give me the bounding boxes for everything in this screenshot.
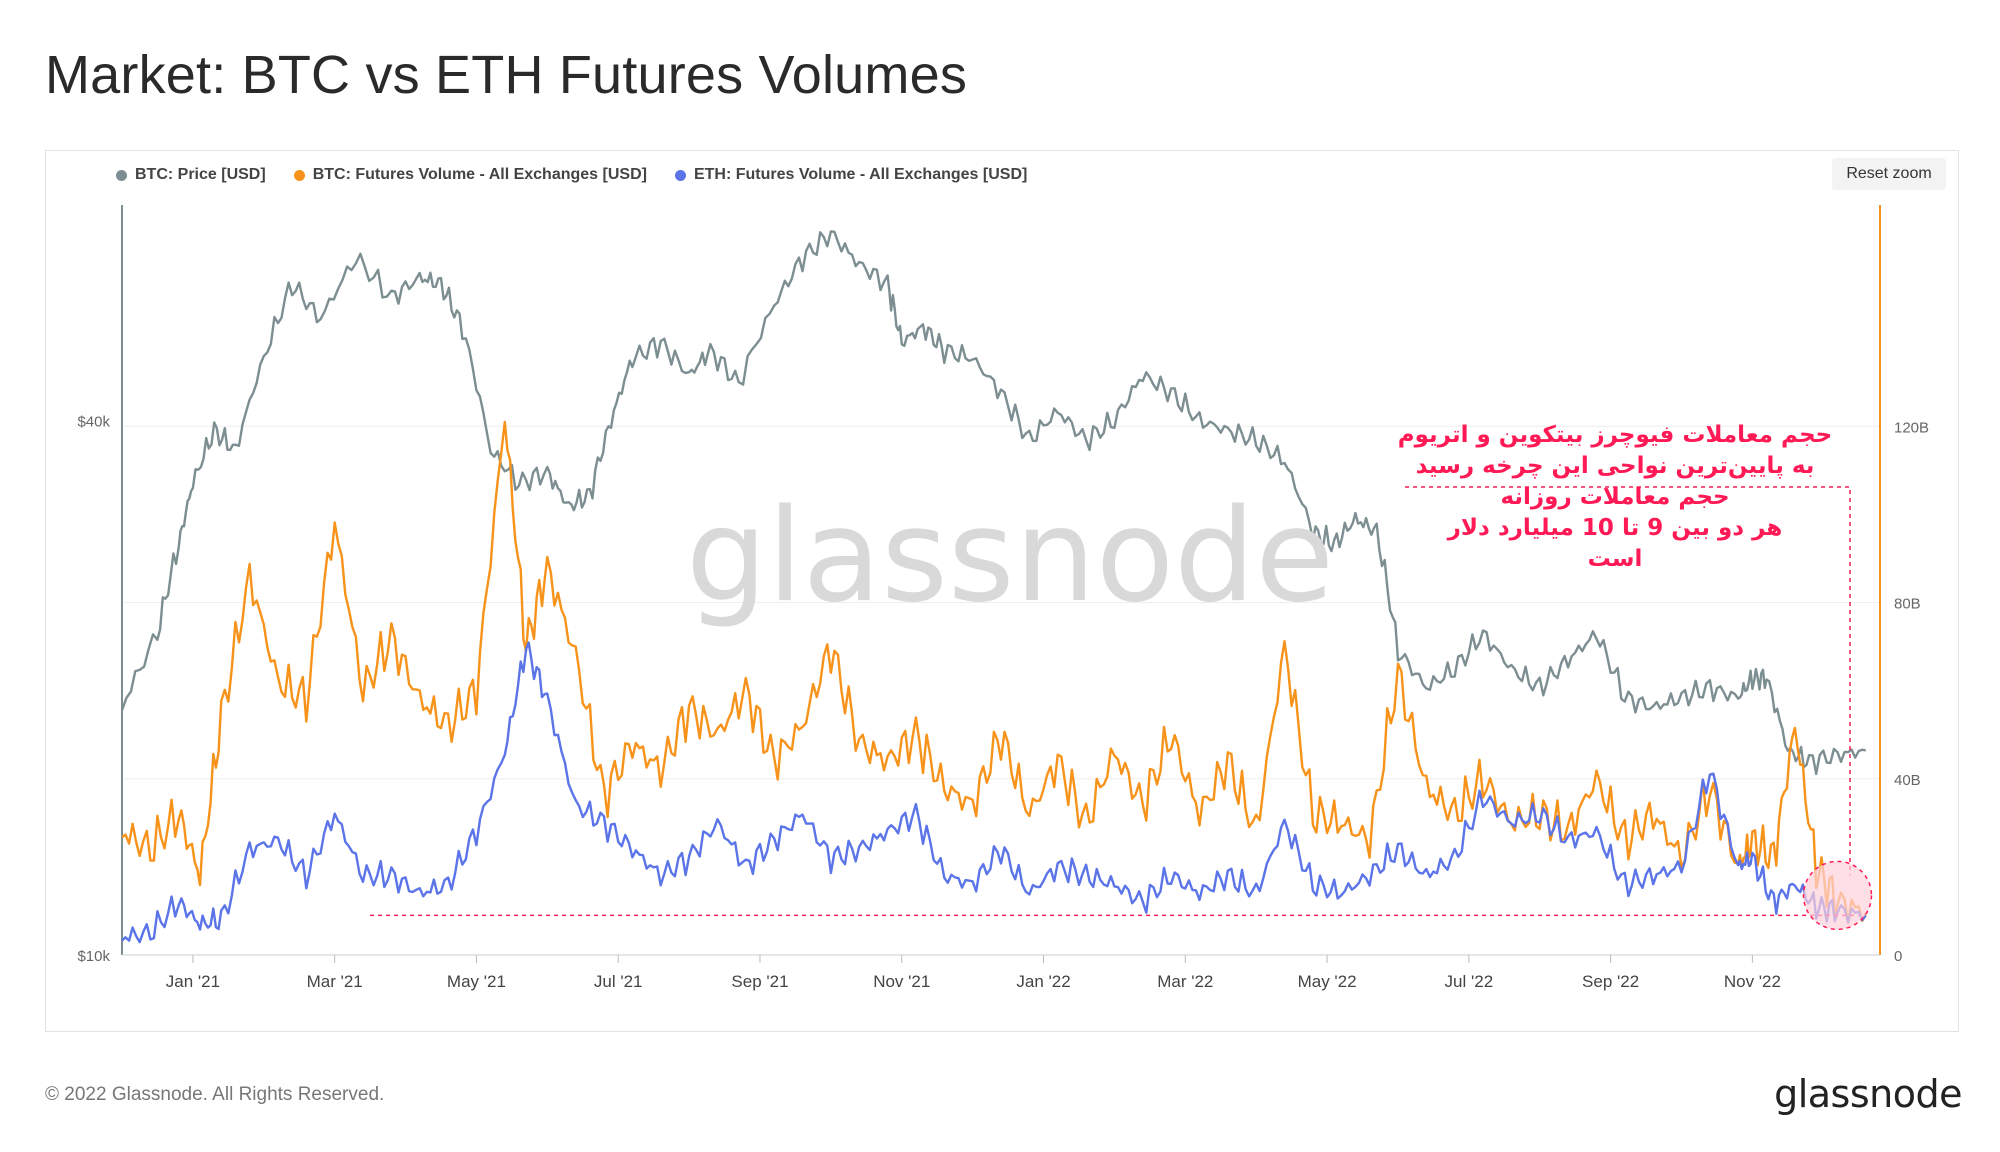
x-tick-label: Mar '22 <box>1157 972 1213 991</box>
page-title: Market: BTC vs ETH Futures Volumes <box>45 45 968 105</box>
annotation-line-5: است <box>1587 546 1643 572</box>
x-tick-label: May '21 <box>447 972 506 991</box>
right-tick-label: 0 <box>1894 948 1902 965</box>
legend-label-eth-volume: ETH: Futures Volume - All Exchanges [USD… <box>693 166 1028 183</box>
legend-dot-btc-price <box>116 169 127 181</box>
series-line-eth-volume <box>121 641 1867 944</box>
right-tick-label: 40B <box>1894 772 1921 789</box>
right-tick-label: 120B <box>1894 419 1929 436</box>
legend-item-eth-volume[interactable]: ETH: Futures Volume - All Exchanges [USD… <box>674 166 1028 184</box>
series-line-btc-volume <box>121 420 1867 925</box>
legend-label-btc-price: BTC: Price [USD] <box>135 166 266 183</box>
x-tick-label: Sep '22 <box>1582 972 1639 991</box>
annotation-line-4: هر دو بین 9 تا 10 میلیارد دلار <box>1447 515 1783 541</box>
x-tick-label: Jul '21 <box>594 972 643 991</box>
legend-dot-eth-volume <box>674 169 686 181</box>
annotation-line-3: حجم معاملات روزانه <box>1500 484 1730 510</box>
watermark-text: glassnode <box>686 482 1334 631</box>
glassnode-logo: glassnode <box>1774 1072 1962 1116</box>
left-tick-label: $40k <box>77 414 110 431</box>
legend-dot-btc-volume <box>293 169 305 181</box>
footer-copyright: © 2022 Glassnode. All Rights Reserved. <box>45 1084 385 1105</box>
annotation-text: حجم معاملات فیوچرز بیتکوین و اتریوم به پ… <box>1385 420 1845 575</box>
legend-item-btc-volume[interactable]: BTC: Futures Volume - All Exchanges [USD… <box>293 166 647 184</box>
right-tick-label: 80B <box>1894 596 1921 613</box>
left-tick-label: $10k <box>77 948 110 965</box>
chart-frame <box>45 150 1959 1032</box>
legend-item-btc-price[interactable]: BTC: Price [USD] <box>116 166 266 184</box>
annotation-line-1: حجم معاملات فیوچرز بیتکوین و اتریوم <box>1397 422 1833 448</box>
series-line-btc-price <box>120 230 1867 776</box>
x-tick-label: May '22 <box>1298 972 1357 991</box>
legend-label-btc-volume: BTC: Futures Volume - All Exchanges [USD… <box>312 166 647 183</box>
x-tick-label: Nov '21 <box>873 972 930 991</box>
reset-zoom-button[interactable]: Reset zoom <box>1832 158 1946 190</box>
x-tick-label: Jan '22 <box>1016 972 1070 991</box>
annotation-line-2: به پایین‌ترین نواحی این چرخه رسید <box>1415 453 1815 479</box>
x-tick-label: Nov '22 <box>1724 972 1781 991</box>
x-tick-label: Mar '21 <box>307 972 363 991</box>
x-tick-label: Sep '21 <box>731 972 788 991</box>
chart-legend: BTC: Price [USD] BTC: Futures Volume - A… <box>116 166 1027 184</box>
x-tick-label: Jan '21 <box>166 972 220 991</box>
highlight-circle <box>1802 860 1873 931</box>
x-tick-label: Jul '22 <box>1445 972 1494 991</box>
